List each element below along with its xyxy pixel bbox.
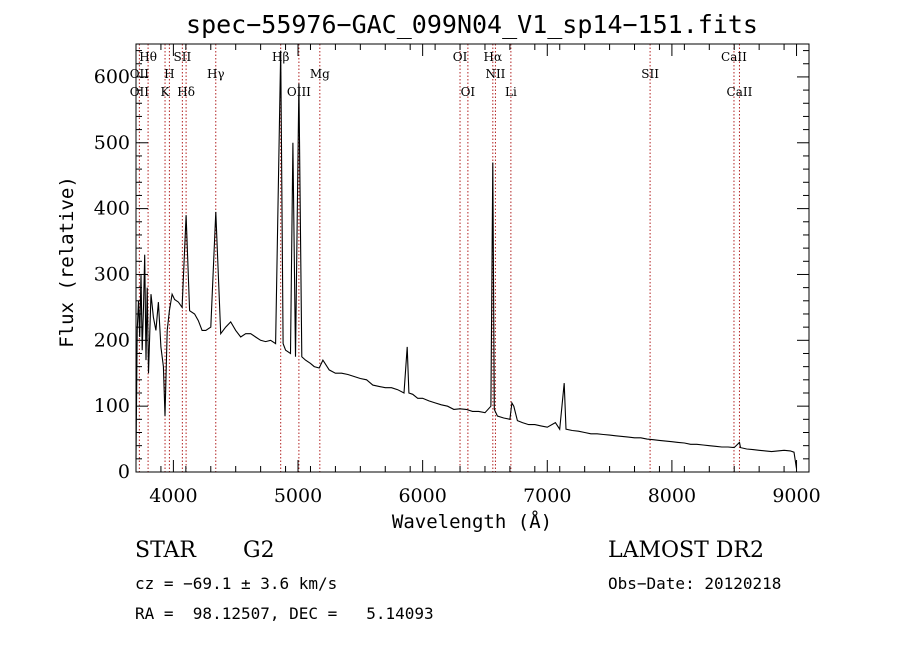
y-tick-label: 0 xyxy=(118,461,130,483)
spectral-line-label: Li xyxy=(505,85,517,99)
spectral-line-label: CaII xyxy=(727,85,753,99)
plot-frame xyxy=(135,43,810,473)
y-tick-label: 400 xyxy=(94,198,130,220)
x-tick-label: 7000 xyxy=(523,485,571,507)
x-axis-ticks: 4000 5000 6000 7000 8000 9000 xyxy=(135,44,821,507)
spectral-line-label: NII xyxy=(485,67,505,81)
y-tick-label: 600 xyxy=(94,66,130,88)
y-tick-label: 100 xyxy=(94,395,130,417)
spectral-line-label: K xyxy=(161,85,171,99)
object-class: STAR xyxy=(135,538,196,563)
spectral-line-label: SII xyxy=(174,50,192,64)
spectral-line-label: SII xyxy=(641,67,659,81)
x-axis-label: Wavelength (Å) xyxy=(392,510,552,533)
spectral-line-label: Mg xyxy=(310,67,330,81)
spectral-line-label: Hγ xyxy=(207,67,225,81)
spectral-line-label: CaII xyxy=(721,50,747,64)
x-tick-label: 5000 xyxy=(274,485,322,507)
coordinates-readout: RA = 98.12507, DEC = 5.14093 xyxy=(135,604,434,623)
spectral-line-label: OII xyxy=(130,85,150,99)
object-subclass: G2 xyxy=(243,538,275,563)
spectral-line-labels: HθOIIOIIHKSIIHδHγHβOIIIMgOIOIHαNIILiSIIC… xyxy=(130,50,753,99)
y-tick-label: 200 xyxy=(94,329,130,351)
redshift-readout: cz = −69.1 ± 3.6 km/s xyxy=(135,574,338,593)
spectral-line-label: OII xyxy=(130,67,150,81)
chart-title: spec−55976−GAC_099N04_V1_sp14−151.fits xyxy=(186,10,758,39)
y-axis-ticks: 0 100 200 300 400 500 600 xyxy=(94,50,809,483)
y-tick-label: 300 xyxy=(94,263,130,285)
x-tick-label: 8000 xyxy=(648,485,696,507)
x-tick-label: 6000 xyxy=(398,485,446,507)
spectral-line-label: H xyxy=(164,67,174,81)
x-tick-label: 9000 xyxy=(772,485,820,507)
y-tick-label: 500 xyxy=(94,132,130,154)
spectral-line-label: OI xyxy=(461,85,476,99)
y-axis-label: Flux (relative) xyxy=(56,176,78,348)
spectral-line-label: Hδ xyxy=(177,85,195,99)
spectral-line-label: OI xyxy=(453,50,468,64)
spectral-line-label: Hα xyxy=(484,50,503,64)
spectral-line-label: Hθ xyxy=(139,50,157,64)
survey-name: LAMOST DR2 xyxy=(608,538,764,563)
x-tick-label: 4000 xyxy=(149,485,197,507)
spectral-line-markers xyxy=(138,44,740,472)
obs-date: Obs−Date: 20120218 xyxy=(608,574,782,593)
spectrum-series-line xyxy=(135,50,798,469)
